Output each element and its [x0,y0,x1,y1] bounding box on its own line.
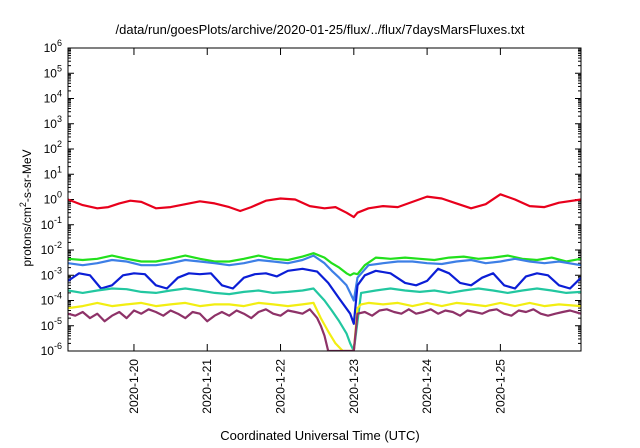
x-tick-label: 2020-1-23 [347,359,361,414]
flux-series-2 [68,252,581,277]
flux-series-6 [68,301,581,351]
y-tick-label: 10-6 [41,341,62,358]
y-tick-label: 105 [44,63,62,80]
x-tick-label: 2020-1-20 [127,359,141,414]
x-tick-label: 2020-1-25 [493,359,507,414]
y-tick-label: 104 [44,89,62,106]
y-tick-label: 100 [44,190,62,207]
y-tick-label: 10-4 [41,291,62,308]
y-tick-label: 101 [44,164,62,181]
chart-title: /data/run/goesPlots/archive/2020-01-25/f… [115,22,525,37]
x-tick-label: 2020-1-22 [274,359,288,414]
flux-series-1 [68,193,581,219]
y-tick-label: 10-5 [41,316,62,333]
y-tick-label: 10-2 [41,240,62,257]
x-tick-label: 2020-1-21 [200,359,214,414]
x-axis-label: Coordinated Universal Time (UTC) [220,428,420,443]
flux-series-3 [68,254,581,302]
x-tick-label: 2020-1-24 [420,359,434,414]
flux-series-7 [68,308,581,351]
flux-series-4 [68,267,581,325]
y-tick-label: 102 [44,139,62,156]
flux-series-5 [68,287,581,351]
plot-frame [67,47,582,352]
y-tick-label: 10-3 [41,265,62,282]
y-tick-label: 106 [44,38,62,55]
y-tick-label: 10-1 [41,215,62,232]
y-tick-label: 103 [44,114,62,131]
